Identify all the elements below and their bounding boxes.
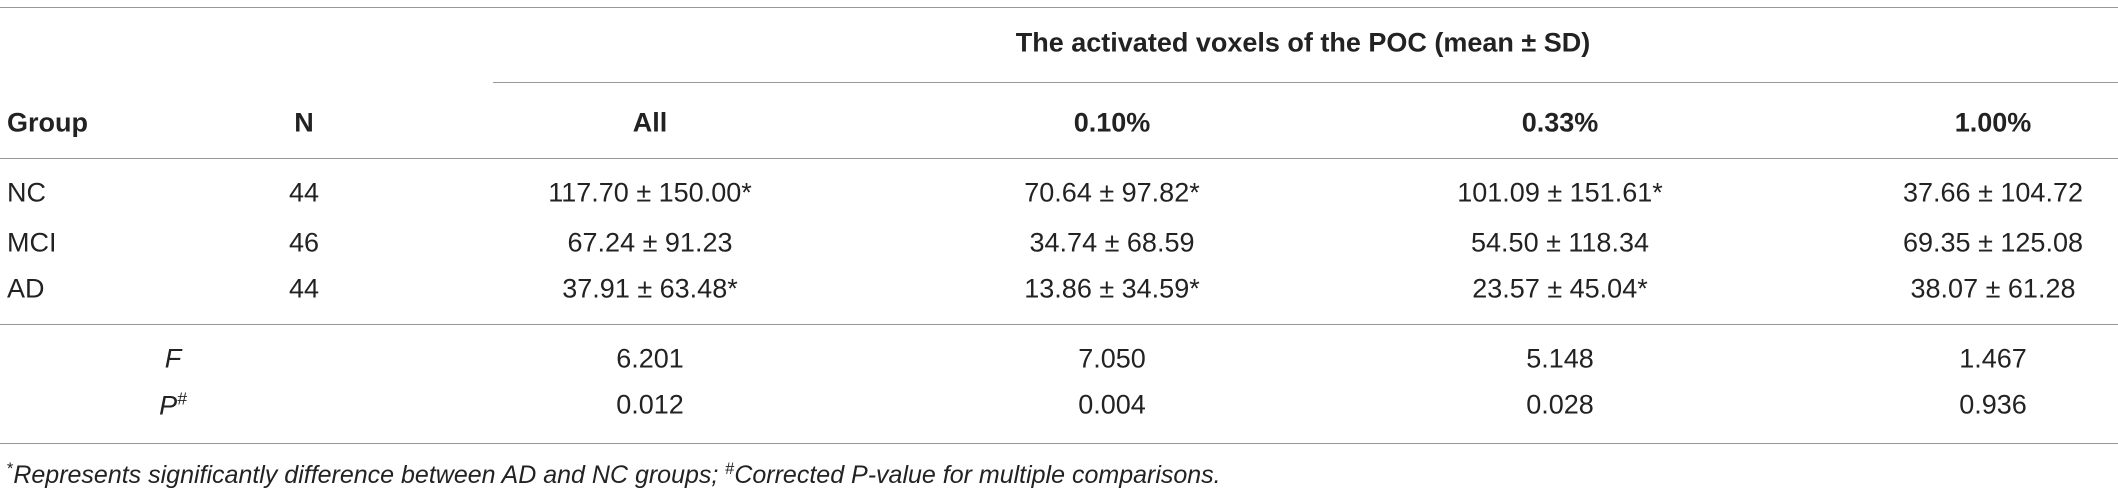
stat-symbol-sup: # [177,388,187,409]
row-label: NC [7,177,46,208]
footnote: *Represents significantly difference bet… [7,460,1221,490]
stat-value: 0.004 [1078,389,1146,420]
table-cell: 46 [288,227,320,258]
header-rule [0,158,2118,159]
span-rule [493,82,2118,83]
stat-label: P# [159,388,187,421]
stat-value: 0.012 [616,389,684,420]
table-cell: 54.50 ± 118.34 [1471,227,1649,258]
stat-symbol: P [159,390,178,421]
footnote-marker: * [7,460,14,479]
table-cell: 67.24 ± 91.23 [567,227,733,258]
row-label: MCI [7,227,57,258]
table-cell: 101.09 ± 151.61* [1457,177,1663,208]
table-cell: 38.07 ± 61.28 [1910,273,2076,304]
stat-value: 5.148 [1526,343,1594,374]
footnote-text: Corrected P-value for multiple compariso… [734,460,1221,489]
column-header: 1.00% [1954,107,2032,138]
footnote-text: Represents significantly difference betw… [13,460,726,489]
stat-value: 0.936 [1959,389,2027,420]
bottom-rule [0,443,2118,444]
column-header: 0.10% [1073,107,1151,138]
table-cell: 34.74 ± 68.59 [1029,227,1195,258]
top-rule [0,7,2118,8]
footnote-marker: # [725,460,735,479]
column-header: Group [7,107,88,138]
table-cell: 44 [288,177,320,208]
table-cell: 117.70 ± 150.00* [548,177,752,208]
table-cell: 70.64 ± 97.82* [1024,177,1200,208]
body-rule [0,324,2118,325]
table-cell: 44 [288,273,320,304]
stat-value: 6.201 [616,343,684,374]
table-cell: 37.66 ± 104.72 [1903,177,2083,208]
table-cell: 37.91 ± 63.48* [562,273,738,304]
row-label: AD [7,273,45,304]
span-header: The activated voxels of the POC (mean ± … [1015,27,1591,58]
column-header: All [632,107,668,138]
table-cell: 23.57 ± 45.04* [1472,273,1648,304]
stat-value: 0.028 [1526,389,1594,420]
stat-value: 1.467 [1959,343,2027,374]
stat-symbol: F [164,343,182,374]
table-cell: 69.35 ± 125.08 [1903,227,2083,258]
stat-label: F [164,343,182,374]
stat-value: 7.050 [1078,343,1146,374]
column-header: 0.33% [1521,107,1599,138]
column-header: N [294,107,314,138]
table-cell: 13.86 ± 34.59* [1024,273,1200,304]
